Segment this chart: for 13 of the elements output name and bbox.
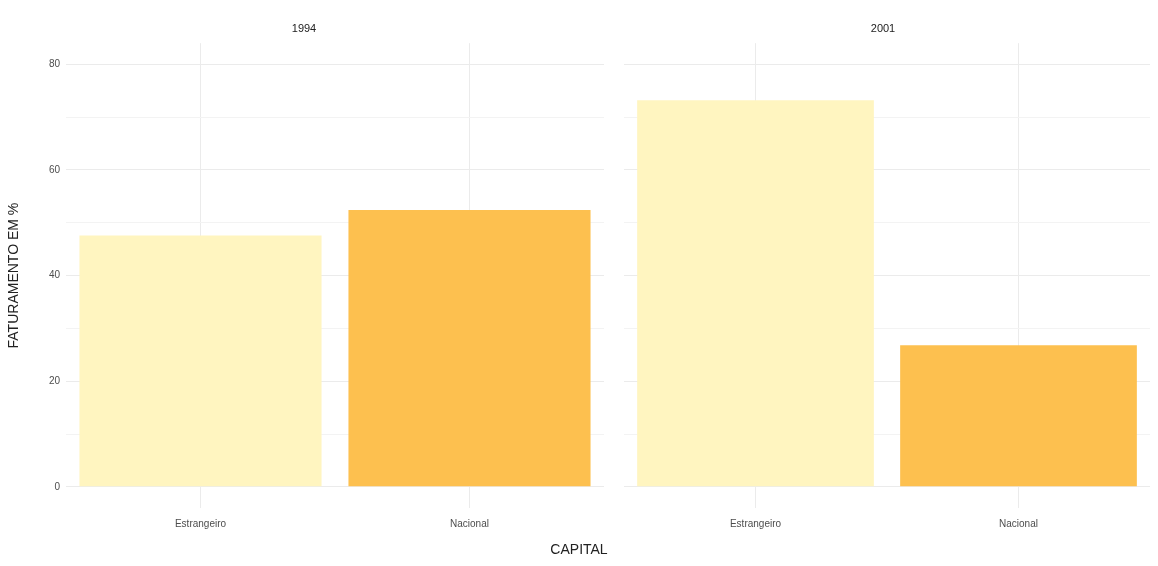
y-axis-title: FATURAMENTO EM % bbox=[5, 202, 22, 349]
x-tick-label: Estrangeiro bbox=[174, 517, 227, 529]
x-tick-label: Estrangeiro bbox=[729, 517, 782, 529]
x-tick-label: Nacional bbox=[450, 517, 489, 529]
y-tick-label: 40 bbox=[48, 269, 61, 281]
y-tick-label: 80 bbox=[48, 58, 61, 70]
chart-title: 2001 bbox=[870, 21, 896, 34]
y-tick-label: 60 bbox=[48, 163, 61, 175]
y-tick-label: 0 bbox=[54, 480, 61, 492]
x-tick-label: Nacional bbox=[999, 517, 1038, 529]
chart-title: 1994 bbox=[291, 21, 317, 34]
x-axis-title: CAPITAL bbox=[549, 541, 609, 557]
y-tick-label: 20 bbox=[48, 374, 61, 386]
